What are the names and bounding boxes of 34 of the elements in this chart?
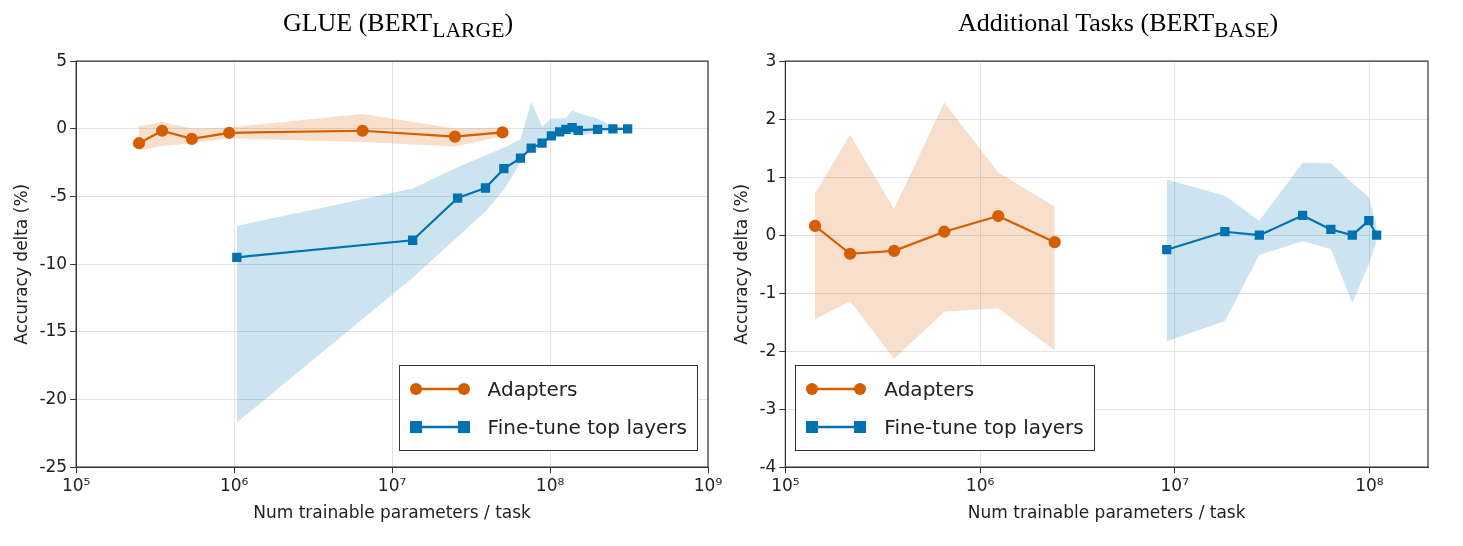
chart-title: Additional Tasks (BERT$_{BASE}$) [956,8,1280,45]
y-tick-label: 1 [765,165,777,186]
x-axis-title: Num trainable parameters / task [967,502,1246,523]
x-tick-label: 10⁹ [693,474,723,495]
y-tick-label: -2 [759,339,777,360]
y-axis-title: Accuracy delta (%) [10,183,31,345]
x-tick-label: 10⁶ [965,474,995,495]
x-tick-label: 10⁵ [771,474,800,495]
legend-label: Adapters [884,377,975,402]
y-tick-label: -3 [759,397,777,418]
y-tick-label: -5 [50,184,68,205]
y-tick-label: 5 [56,49,68,70]
x-tick-label: 10⁷ [377,474,407,495]
x-axis-title: Num trainable parameters / task [253,502,532,523]
x-tick-label: 10⁸ [1355,474,1384,495]
y-tick-label: -10 [39,252,68,273]
y-tick-label: 2 [765,107,777,128]
y-tick-label: -25 [39,455,68,476]
x-tick-label: 10⁶ [219,474,249,495]
x-tick-label: 10⁷ [1160,474,1190,495]
chart-title: GLUE (BERT$_{LARGE}$) [281,8,515,45]
y-tick-label: -20 [39,387,68,408]
y-axis-title: Accuracy delta (%) [730,183,751,345]
y-tick-label: 0 [56,117,68,138]
y-tick-label: 3 [765,49,777,70]
y-tick-label: -1 [759,281,777,302]
x-tick-label: 10⁵ [61,474,91,495]
legend-label: Adapters [487,377,578,402]
y-tick-label: 0 [765,223,777,244]
legend-label: Fine-tune top layers [487,415,687,440]
y-tick-label: -4 [759,455,777,476]
x-tick-label: 10⁸ [535,474,565,495]
legend-label: Fine-tune top layers [884,415,1084,440]
y-tick-label: -15 [39,320,68,341]
